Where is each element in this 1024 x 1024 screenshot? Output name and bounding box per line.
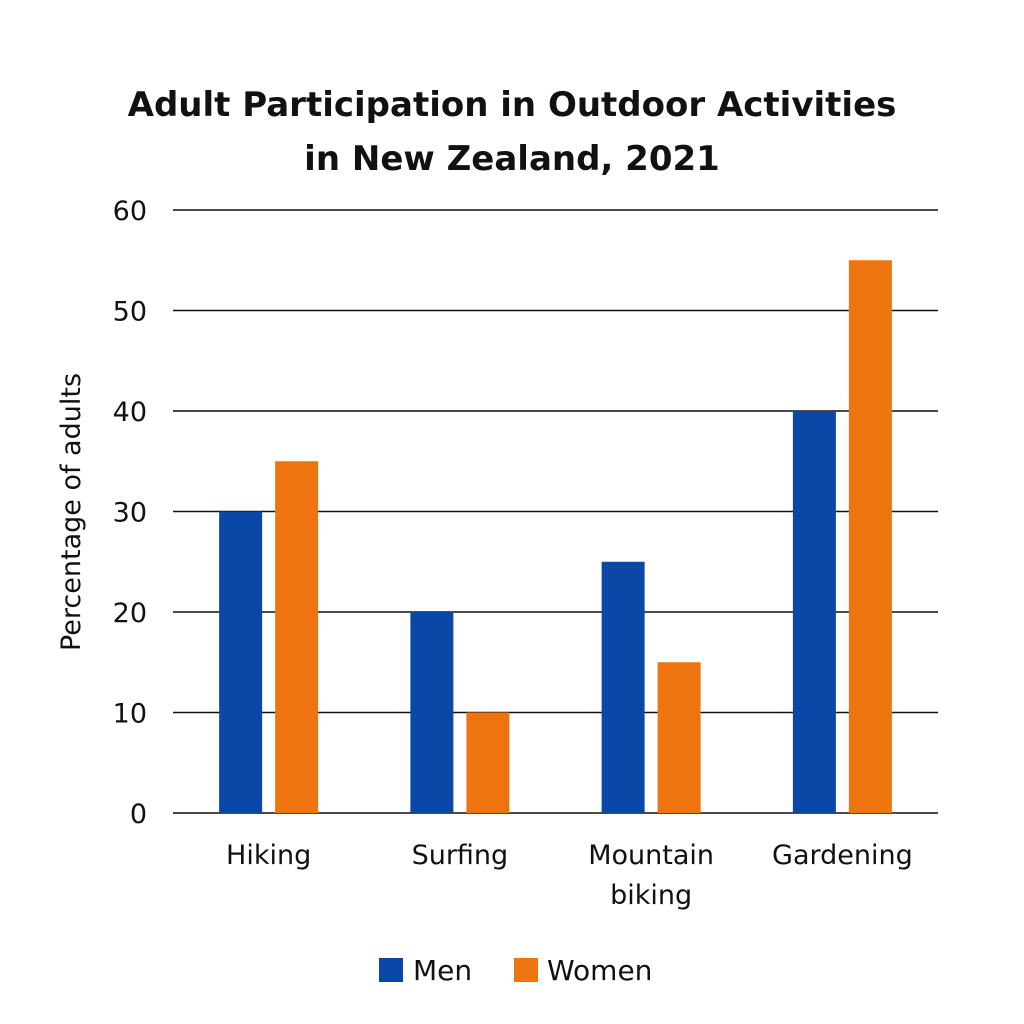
bar-women-0	[275, 461, 319, 813]
y-tick-label: 30	[113, 498, 147, 529]
x-tick-label: Hiking	[226, 840, 311, 871]
y-tick-label: 50	[113, 297, 147, 328]
x-tick-labels: Hiking Surfing Mountain biking Gardening	[226, 840, 913, 911]
y-tick-label: 40	[113, 397, 147, 428]
chart-title-line-1: Adult Participation in Outdoor Activitie…	[128, 85, 897, 125]
legend-swatch-women	[514, 958, 538, 982]
bar-women-1	[466, 712, 510, 813]
bar-men-3	[792, 411, 836, 813]
x-tick-label: Surfing	[412, 840, 509, 871]
bar-women-2	[657, 662, 701, 813]
bar-men-1	[410, 612, 454, 813]
y-tick-label: 10	[113, 699, 147, 730]
y-tick-label: 20	[113, 598, 147, 629]
legend-label-women: Women	[547, 954, 652, 987]
legend-swatch-men	[379, 958, 403, 982]
y-tick-label: 0	[130, 799, 147, 830]
y-tick-label: 60	[113, 196, 147, 227]
bar-men-0	[219, 511, 263, 813]
bar-women-3	[848, 260, 892, 813]
x-tick-label: Gardening	[772, 840, 913, 871]
bars	[219, 260, 892, 813]
legend-label-men: Men	[413, 954, 472, 987]
y-axis-label: Percentage of adults	[56, 373, 87, 651]
y-tick-labels: 0 10 20 30 40 50 60	[113, 196, 147, 830]
legend: Men Women	[379, 954, 652, 987]
x-tick-label: biking	[610, 880, 692, 911]
chart-title-line-2: in New Zealand, 2021	[304, 139, 720, 179]
x-tick-label: Mountain	[588, 840, 714, 871]
bar-men-2	[601, 561, 645, 813]
